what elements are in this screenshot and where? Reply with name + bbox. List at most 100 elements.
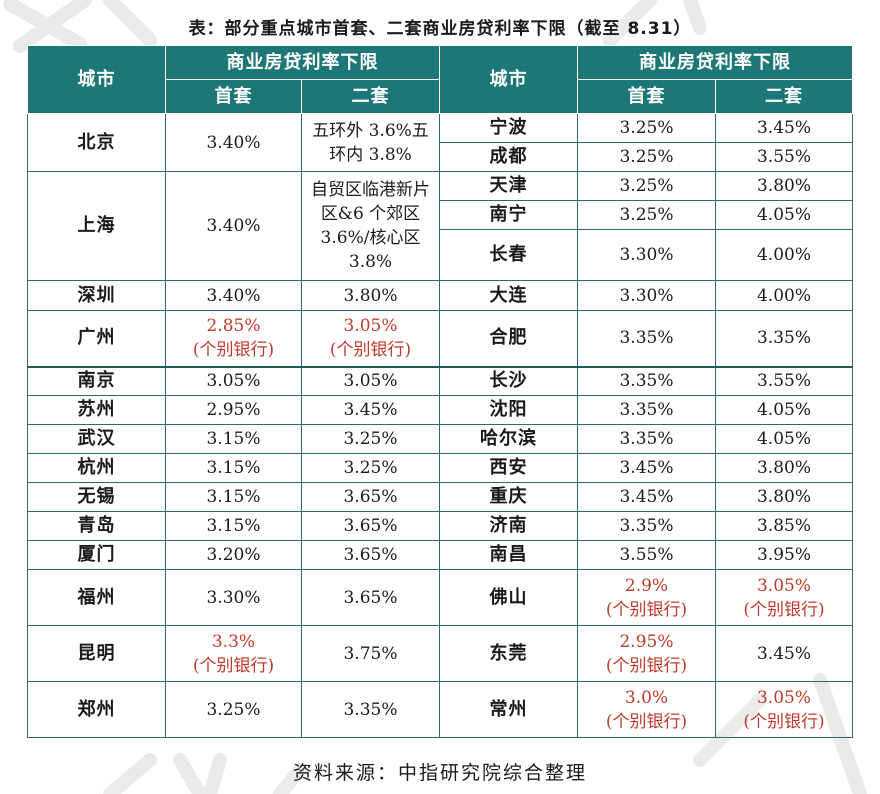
rate-cell: 3.55%: [715, 365, 853, 396]
header-first-right: 首套: [577, 79, 716, 114]
mortgage-rate-table: 城市 商业房贷利率下限 城市 商业房贷利率下限 首套 二套 首套 二套 北京 3…: [27, 45, 853, 738]
rate-cell: 3.80%: [301, 280, 440, 311]
rate-cell: 3.40%: [165, 113, 302, 172]
header-first-left: 首套: [165, 79, 302, 114]
table-row: 广州 2.85% (个别银行) 3.05% (个别银行) 合肥 3.35% 3.…: [27, 310, 853, 367]
rate-cell: 3.35%: [577, 424, 716, 454]
rate-cell: 3.25%: [577, 113, 716, 143]
rate-cell: 4.00%: [715, 229, 853, 281]
rate-cell: 2.9% (个别银行): [577, 569, 716, 626]
city-cell: 苏州: [27, 395, 166, 425]
rate-value: 3.0%: [624, 687, 669, 708]
rate-cell: 3.25%: [165, 681, 302, 738]
rate-cell: 3.35%: [577, 310, 716, 367]
city-cell: 宁波: [439, 113, 578, 143]
city-cell: 济南: [439, 511, 578, 541]
rate-note: (个别银行): [605, 711, 688, 732]
table-row: 南宁 3.25% 4.05%: [28, 200, 853, 230]
city-cell: 杭州: [27, 453, 166, 483]
city-cell: 合肥: [439, 310, 578, 367]
city-cell: 大连: [439, 280, 578, 311]
rate-cell: 3.05% (个别银行): [715, 569, 853, 626]
rate-cell: 3.20%: [165, 540, 302, 570]
rate-cell: 3.30%: [577, 280, 716, 311]
rate-cell: 3.15%: [165, 511, 302, 541]
table-row: 福州 3.30% 3.65% 佛山 2.9% (个别银行) 3.05% (个别银…: [27, 569, 853, 626]
rate-cell: 3.15%: [165, 482, 302, 512]
rate-cell: 2.85% (个别银行): [165, 310, 302, 367]
rate-cell: 3.80%: [715, 453, 853, 483]
rate-cell: 3.25%: [577, 171, 716, 201]
table-row: 深圳 3.40% 3.80% 大连 3.30% 4.00%: [27, 280, 853, 311]
rate-value: 2.85%: [206, 316, 261, 337]
city-cell: 无锡: [27, 482, 166, 512]
rate-cell: 3.40%: [165, 280, 302, 311]
rate-cell: 3.15%: [165, 453, 302, 483]
city-cell: 常州: [439, 681, 578, 738]
city-cell: 哈尔滨: [439, 424, 578, 454]
rate-cell: 3.65%: [301, 511, 440, 541]
rate-value: 3.05%: [756, 575, 811, 596]
city-cell: 南昌: [439, 540, 578, 570]
table-row: 苏州 2.95% 3.45% 沈阳 3.35% 4.05%: [27, 395, 853, 425]
header-second-right: 二套: [715, 79, 853, 114]
rate-note-cell: 自贸区临港新片区&6 个郊区 3.6%/核心区 3.8%: [301, 171, 440, 281]
table-row: 南京 3.05% 3.05% 长沙 3.35% 3.55%: [27, 365, 853, 396]
source-note: 资料来源：中指研究院综合整理: [292, 762, 587, 784]
table-row: 上海 3.40% 自贸区临港新片区&6 个郊区 3.6%/核心区 3.8% 天津…: [27, 171, 853, 281]
rate-value: 2.95%: [619, 631, 674, 652]
rate-cell: 3.45%: [577, 453, 716, 483]
rate-cell: 3.3% (个别银行): [165, 625, 302, 682]
rate-value: 3.3%: [211, 631, 256, 652]
city-cell: 北京: [27, 113, 166, 172]
rate-value: 3.05%: [343, 316, 398, 337]
city-cell: 南京: [27, 365, 166, 396]
rate-cell: 3.45%: [715, 625, 853, 682]
table-row: 郑州 3.25% 3.35% 常州 3.0% (个别银行) 3.05% (个别银…: [27, 681, 853, 738]
header-group-left: 商业房贷利率下限: [165, 45, 440, 80]
rate-value: 2.9%: [624, 575, 669, 596]
city-cell: 西安: [439, 453, 578, 483]
rate-cell: 3.35%: [301, 681, 440, 738]
table-title: 表：部分重点城市首套、二套商业房贷利率下限（截至 8.31）: [188, 19, 692, 39]
rate-cell: 3.35%: [577, 395, 716, 425]
rate-cell: 3.30%: [165, 569, 302, 626]
rate-note: (个别银行): [605, 599, 688, 620]
rate-cell: 3.75%: [301, 625, 440, 682]
city-cell: 佛山: [439, 569, 578, 626]
header-group-right: 商业房贷利率下限: [577, 45, 853, 80]
rate-cell: 4.05%: [715, 395, 853, 425]
city-cell: 东莞: [439, 625, 578, 682]
rate-cell: 2.95% (个别银行): [577, 625, 716, 682]
city-cell: 成都: [439, 142, 578, 172]
rate-note: (个别银行): [743, 711, 825, 732]
header-second-left: 二套: [301, 79, 440, 114]
rate-cell: 3.80%: [715, 171, 853, 201]
table-row: 青岛 3.15% 3.65% 济南 3.35% 3.85%: [27, 511, 853, 541]
city-cell: 上海: [27, 171, 166, 281]
table-row: 长春 3.30% 4.00%: [28, 229, 853, 281]
rate-note: (个别银行): [192, 655, 275, 676]
rate-cell: 3.25%: [301, 453, 440, 483]
rate-note: (个别银行): [192, 340, 275, 361]
rate-cell: 3.65%: [301, 540, 440, 570]
rate-cell: 3.45%: [715, 113, 853, 143]
rate-note: (个别银行): [743, 599, 825, 620]
rate-note: (个别银行): [329, 340, 412, 361]
rate-cell: 3.35%: [577, 365, 716, 396]
rate-cell: 3.65%: [301, 482, 440, 512]
rate-cell: 3.85%: [715, 511, 853, 541]
city-cell: 厦门: [27, 540, 166, 570]
table-row: 武汉 3.15% 3.25% 哈尔滨 3.35% 4.05%: [27, 424, 853, 454]
rate-cell: 3.15%: [165, 424, 302, 454]
table-row: 北京 3.40% 五环外 3.6%五环内 3.8% 宁波 3.25% 3.45%: [27, 113, 853, 172]
table-row: 无锡 3.15% 3.65% 重庆 3.45% 3.80%: [27, 482, 853, 512]
rate-cell: 3.45%: [301, 395, 440, 425]
rate-cell: 2.95%: [165, 395, 302, 425]
rate-cell: 3.95%: [715, 540, 853, 570]
rate-cell: 3.80%: [715, 482, 853, 512]
rate-cell: 3.0% (个别银行): [577, 681, 716, 738]
rate-note-cell: 五环外 3.6%五环内 3.8%: [301, 113, 440, 172]
rate-cell: 3.55%: [715, 142, 853, 172]
table-row: 厦门 3.20% 3.65% 南昌 3.55% 3.95%: [27, 540, 853, 570]
